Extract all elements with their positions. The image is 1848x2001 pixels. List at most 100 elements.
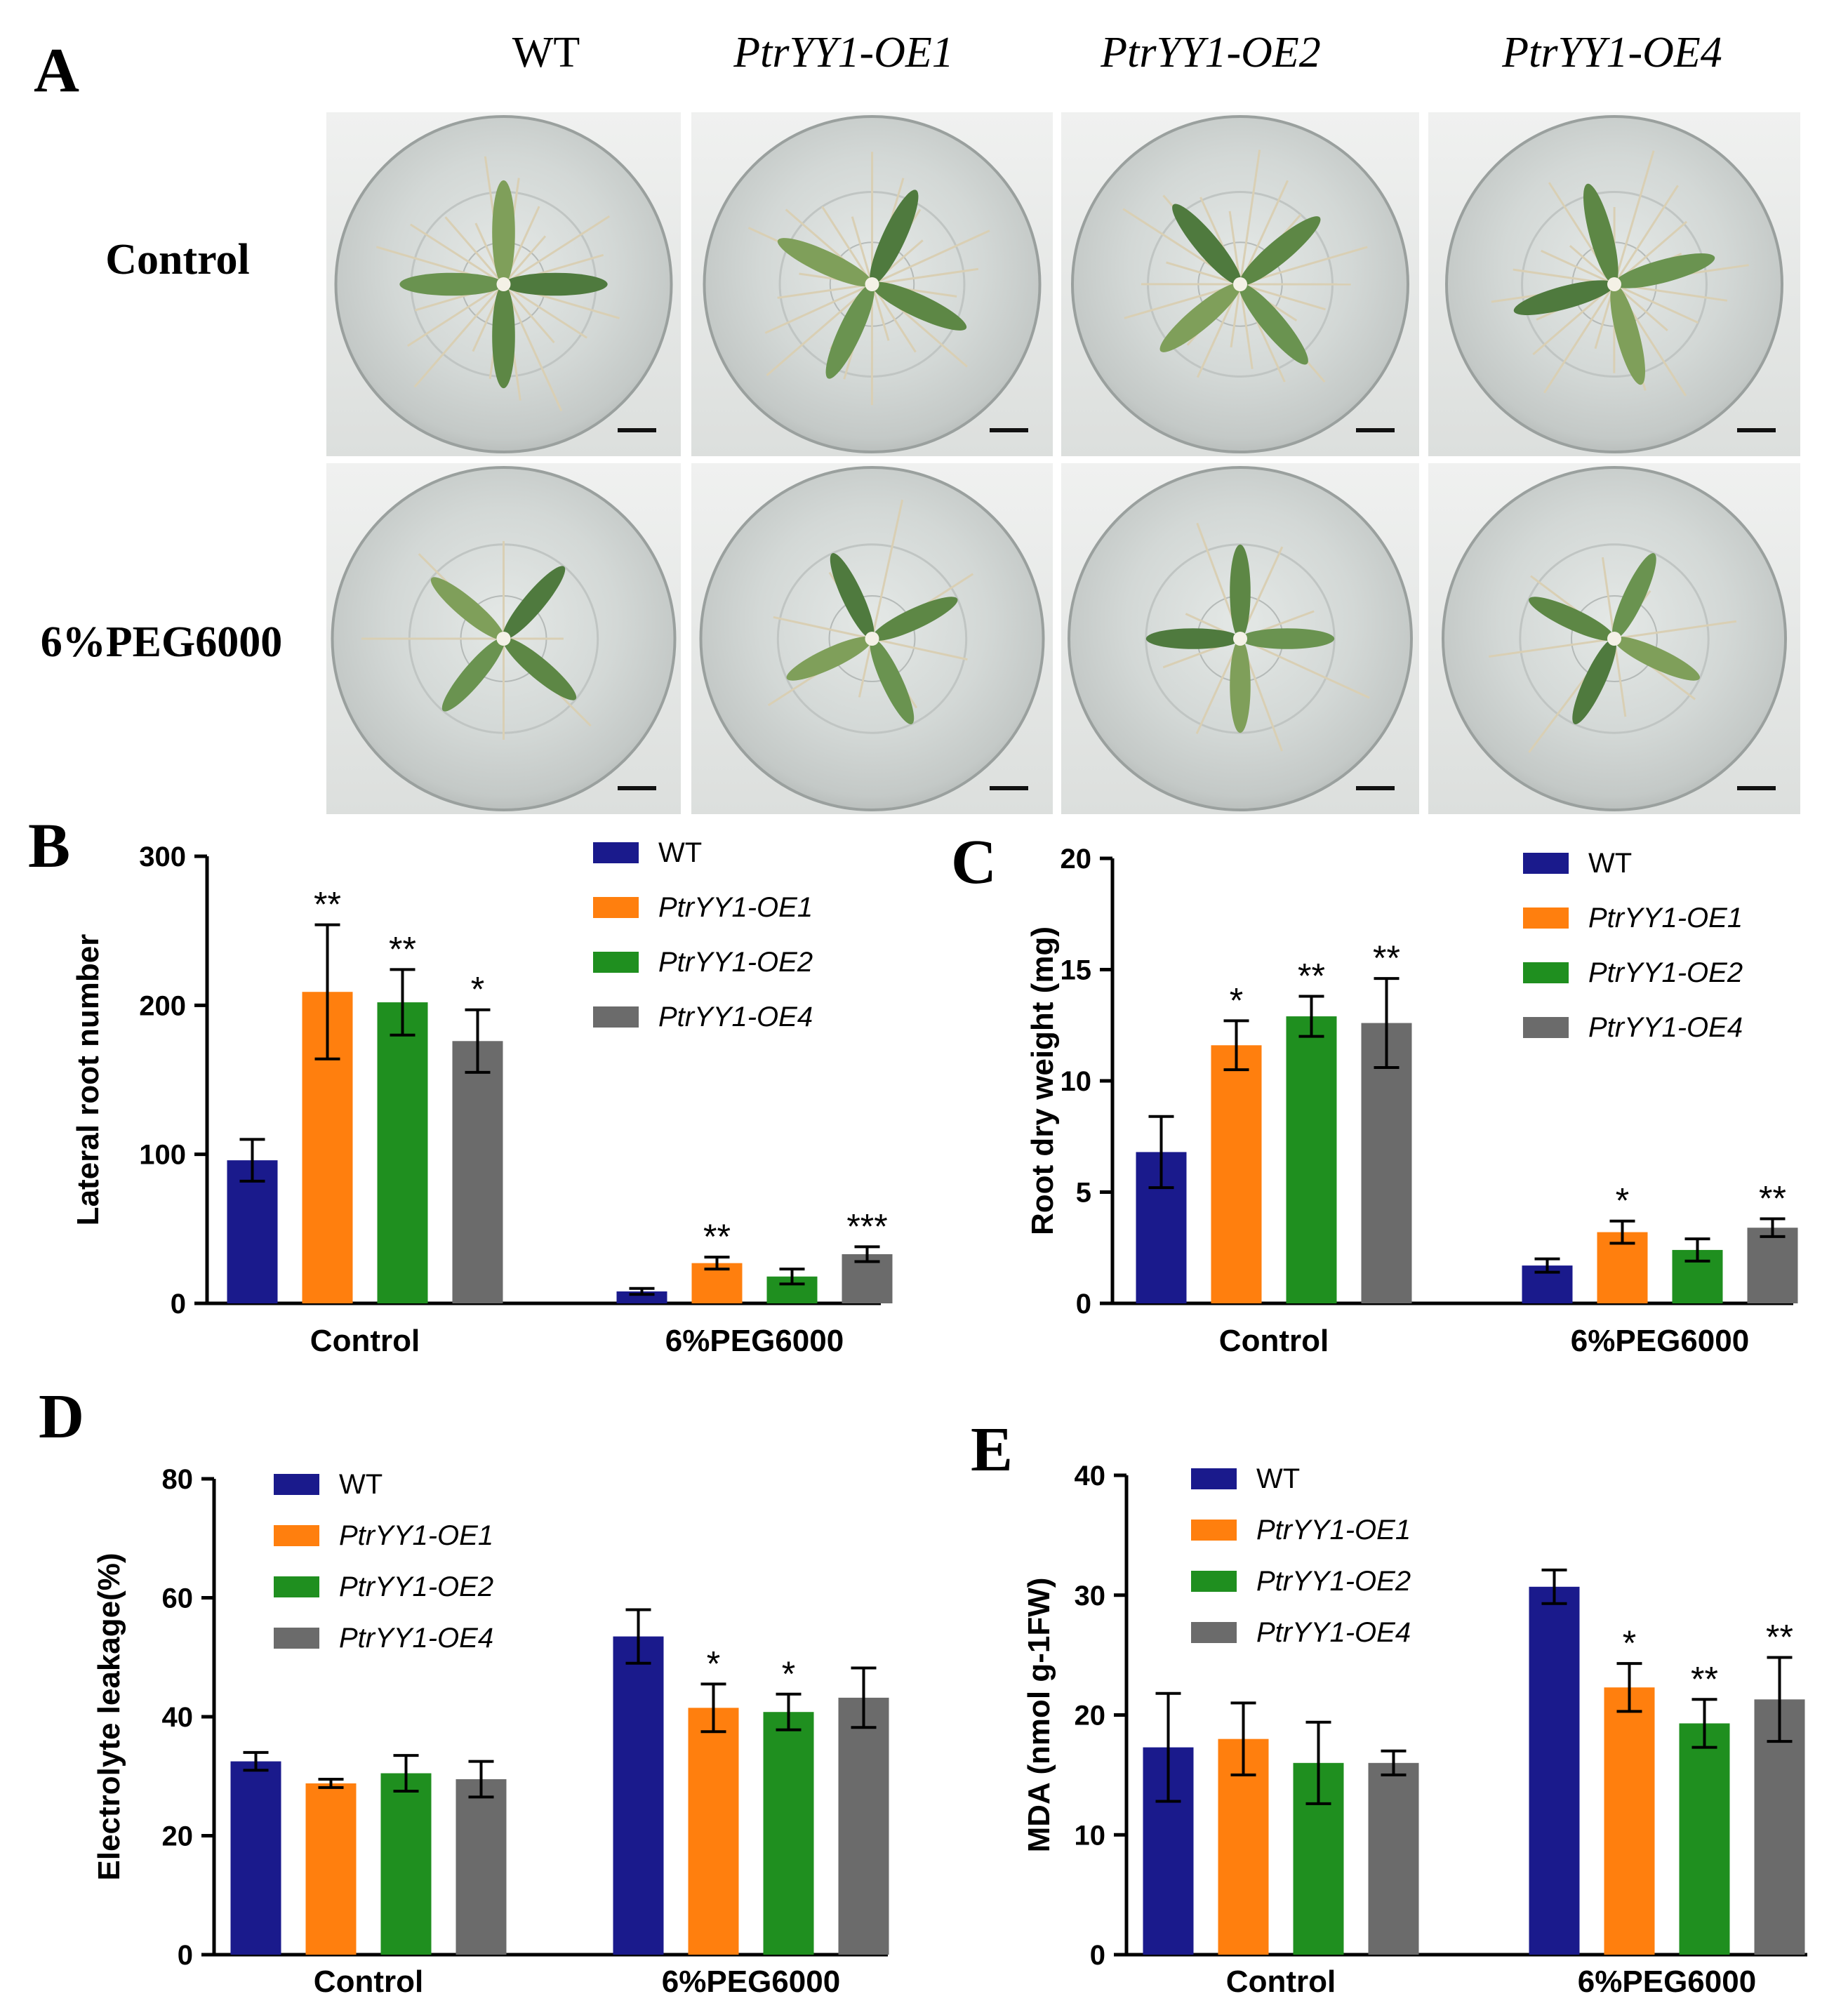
photo-grid bbox=[326, 112, 1800, 814]
legend-swatch bbox=[593, 952, 639, 973]
category-label: Control bbox=[1226, 1965, 1336, 1999]
category-label: Control bbox=[314, 1965, 423, 1999]
y-tick-label: 20 bbox=[1061, 844, 1092, 875]
category-label: 6%PEG6000 bbox=[662, 1965, 840, 1999]
y-tick-label: 200 bbox=[139, 990, 186, 1021]
plant-photo bbox=[691, 463, 1053, 814]
y-tick-label: 15 bbox=[1061, 955, 1092, 986]
bar bbox=[377, 1002, 428, 1303]
legend-swatch bbox=[1523, 1017, 1569, 1038]
y-tick-label: 10 bbox=[1061, 1066, 1092, 1097]
legend-swatch bbox=[1191, 1468, 1237, 1489]
chart-d: D 0 20 40 60 80 Electrolyte leakage(%) Control *… bbox=[39, 1382, 889, 1999]
y-tick-label: 30 bbox=[1075, 1581, 1106, 1611]
scale-bar bbox=[1737, 428, 1776, 432]
legend-label: PtrYY1-OE4 bbox=[1588, 1012, 1743, 1043]
plant-photo bbox=[1061, 463, 1419, 814]
bar bbox=[1529, 1586, 1580, 1955]
legend-label: PtrYY1-OE1 bbox=[1256, 1515, 1411, 1545]
legend-swatch bbox=[1191, 1622, 1237, 1643]
bar bbox=[763, 1712, 814, 1955]
bar bbox=[380, 1773, 432, 1955]
bar bbox=[1747, 1228, 1798, 1303]
row-label-peg: 6%PEG6000 bbox=[41, 618, 282, 666]
plant-photo bbox=[691, 112, 1053, 456]
significance-label: ** bbox=[1759, 1179, 1786, 1218]
plant-photo bbox=[1428, 112, 1800, 456]
y-tick-label: 10 bbox=[1075, 1820, 1106, 1851]
bar bbox=[305, 1783, 357, 1955]
scale-bar bbox=[990, 428, 1028, 432]
column-label-oe1: PtrYY1-OE1 bbox=[733, 29, 953, 77]
significance-label: * bbox=[707, 1644, 720, 1683]
bar bbox=[452, 1041, 503, 1303]
y-tick-label: 80 bbox=[162, 1464, 194, 1495]
legend-label: PtrYY1-OE2 bbox=[339, 1571, 493, 1602]
bar bbox=[688, 1708, 739, 1955]
scale-bar bbox=[1356, 786, 1395, 790]
y-tick-label: 300 bbox=[139, 842, 186, 872]
significance-label: * bbox=[1616, 1181, 1629, 1221]
panel-letter-b: B bbox=[28, 811, 70, 881]
y-axis-label: Electrolyte leakage(%) bbox=[92, 1553, 126, 1880]
y-tick-label: 0 bbox=[178, 1940, 193, 1971]
legend-label: PtrYY1-OE4 bbox=[339, 1623, 493, 1654]
bar bbox=[838, 1697, 889, 1955]
plant-photo bbox=[326, 112, 681, 456]
y-tick-label: 60 bbox=[162, 1583, 194, 1614]
significance-label: ** bbox=[314, 885, 341, 924]
scale-bar bbox=[618, 786, 656, 790]
significance-label: ** bbox=[1766, 1618, 1793, 1657]
legend-swatch bbox=[1191, 1520, 1237, 1541]
legend-label: WT bbox=[1256, 1463, 1300, 1494]
legend-label: WT bbox=[339, 1469, 383, 1500]
y-axis-label: MDA (nmol g-1FW) bbox=[1022, 1578, 1056, 1853]
y-tick-label: 40 bbox=[1075, 1461, 1106, 1491]
bar bbox=[1368, 1762, 1419, 1955]
legend-swatch bbox=[1523, 962, 1569, 983]
significance-label: * bbox=[782, 1654, 795, 1694]
legend-swatch bbox=[593, 1006, 639, 1028]
panel-a-photos: A WT PtrYY1-OE1 PtrYY1-OE2 PtrYY1-OE4 Co… bbox=[34, 29, 1800, 814]
bar bbox=[613, 1636, 664, 1955]
column-label-wt: WT bbox=[512, 29, 580, 77]
category-label: 6%PEG6000 bbox=[1578, 1965, 1756, 1999]
significance-label: ** bbox=[1298, 957, 1325, 996]
bar bbox=[1604, 1687, 1655, 1955]
legend-swatch bbox=[274, 1628, 319, 1649]
y-tick-label: 0 bbox=[1090, 1940, 1105, 1971]
legend-label: PtrYY1-OE2 bbox=[1588, 957, 1743, 988]
bar bbox=[1211, 1045, 1262, 1303]
legend-label: PtrYY1-OE4 bbox=[658, 1002, 813, 1032]
legend-swatch bbox=[593, 842, 639, 863]
legend-label: PtrYY1-OE1 bbox=[1588, 903, 1743, 933]
y-axis-label: Root dry weight (mg) bbox=[1025, 926, 1060, 1235]
y-tick-label: 5 bbox=[1076, 1178, 1091, 1209]
bar bbox=[1679, 1723, 1730, 1955]
y-tick-label: 20 bbox=[1075, 1701, 1106, 1731]
legend-swatch bbox=[1191, 1571, 1237, 1592]
significance-label: ** bbox=[389, 929, 416, 969]
y-tick-label: 20 bbox=[162, 1821, 194, 1852]
row-label-control: Control bbox=[105, 236, 250, 284]
scale-bar bbox=[618, 428, 656, 432]
significance-label: ** bbox=[1373, 938, 1400, 978]
significance-label: ** bbox=[703, 1217, 731, 1256]
panel-letter-e: E bbox=[971, 1415, 1013, 1484]
bar bbox=[1286, 1016, 1337, 1303]
y-tick-label: 0 bbox=[171, 1289, 186, 1319]
legend-swatch bbox=[274, 1474, 319, 1495]
plant-photo bbox=[1061, 112, 1419, 456]
column-label-oe2: PtrYY1-OE2 bbox=[1100, 29, 1320, 77]
bar bbox=[230, 1761, 281, 1955]
category-label: Control bbox=[1219, 1324, 1329, 1358]
legend-label: PtrYY1-OE4 bbox=[1256, 1617, 1411, 1648]
significance-label: * bbox=[1623, 1623, 1636, 1663]
scale-bar bbox=[1737, 786, 1776, 790]
category-label: Control bbox=[310, 1324, 420, 1358]
legend-label: PtrYY1-OE2 bbox=[658, 947, 813, 978]
legend-label: PtrYY1-OE1 bbox=[658, 892, 813, 923]
